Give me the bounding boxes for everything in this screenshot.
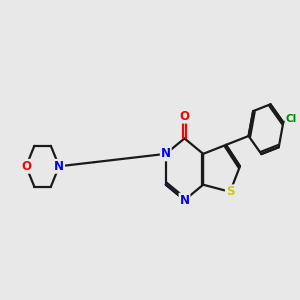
- Text: Cl: Cl: [286, 114, 297, 124]
- Text: N: N: [179, 194, 190, 207]
- Text: N: N: [54, 160, 64, 173]
- Text: O: O: [179, 110, 190, 123]
- Text: S: S: [226, 185, 234, 198]
- Text: N: N: [161, 147, 171, 161]
- Text: O: O: [21, 160, 31, 173]
